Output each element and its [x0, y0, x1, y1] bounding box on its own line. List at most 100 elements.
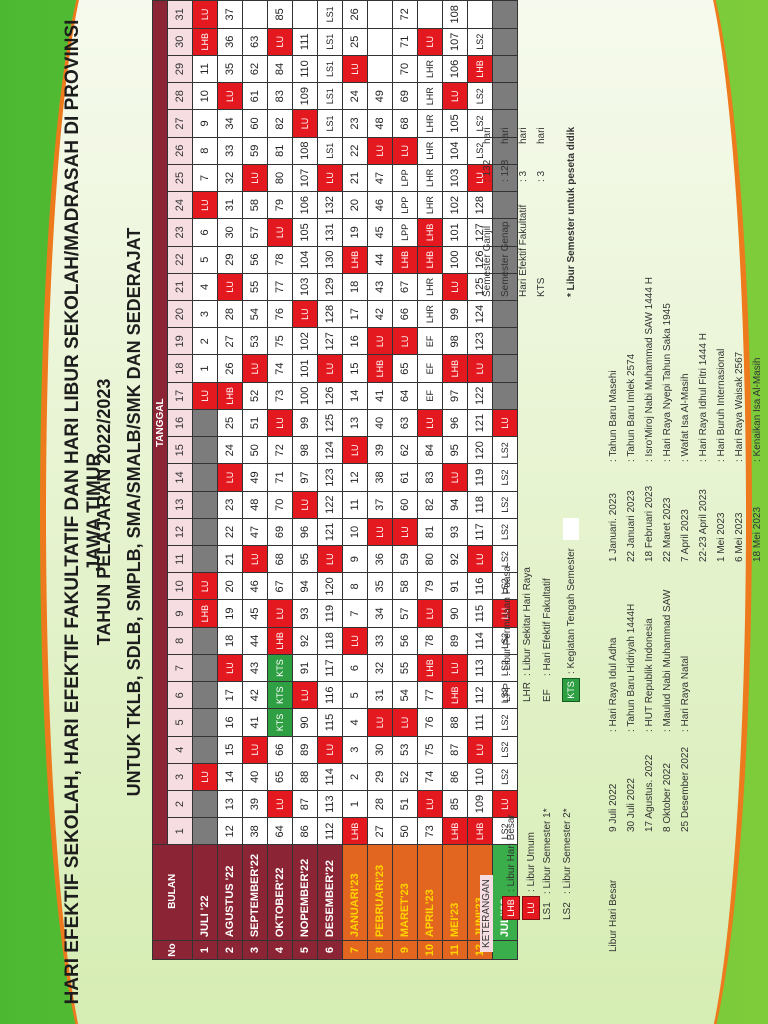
day-cell: LHR [417, 273, 443, 301]
legend-desc: : Libur Sekitar Hari Raya [522, 567, 533, 676]
day-cell: 81 [417, 518, 443, 546]
day-cell: 121 [317, 518, 343, 546]
holiday-date: 7 April 2023 [680, 509, 691, 562]
day-cell: 34 [217, 109, 243, 138]
day-header: 13 [167, 491, 193, 519]
holiday-date: 6 Mei 2023 [734, 512, 745, 562]
day-cell: 26 [342, 0, 368, 29]
day-cell: LHB [342, 817, 368, 845]
day-header: 28 [167, 82, 193, 110]
day-cell: LHR [417, 109, 443, 138]
day-cell: LU [242, 545, 268, 573]
legend-code: LHB [502, 896, 520, 920]
holiday-name: : Maulud Nabi Muhammad SAW [662, 589, 673, 732]
day-cell: 45 [242, 600, 268, 628]
day-cell: 35 [217, 55, 243, 83]
row-number: 5 [292, 940, 318, 960]
day-cell: 13 [217, 790, 243, 818]
holiday-entry: 18 Mei 2023 : Kenaikan Isa Al-Masih [752, 358, 763, 563]
day-cell: LU [392, 327, 418, 355]
holiday-entry: 22 Maret 2023: Hari Raya Nyepi Tahun Sak… [662, 303, 673, 562]
day-cell: 82 [417, 491, 443, 519]
month-name: NOPEMBER'22 [292, 844, 318, 941]
day-cell: LHR [417, 191, 443, 219]
day-header: 31 [167, 0, 193, 29]
day-cell [367, 0, 393, 29]
day-cell: KTS [267, 708, 293, 737]
day-header: 29 [167, 55, 193, 83]
day-cell [192, 790, 218, 818]
day-cell: 32 [217, 164, 243, 192]
table-row: 4 OKTOBER'22 64 LU 65 66 KTS KTS KTS LHB LU 67 68 69 7… [267, 0, 293, 960]
day-cell: 17 [342, 300, 368, 328]
day-cell: 90 [292, 708, 318, 737]
row-number: 1 [192, 940, 218, 960]
month-name: APRIL'23 [417, 844, 443, 941]
day-cell: LU [267, 409, 293, 437]
header-no: No [152, 940, 193, 960]
day-cell: 69 [267, 518, 293, 546]
day-cell: LHR [417, 137, 443, 165]
legend-blank-swatch [563, 517, 579, 540]
day-header: 15 [167, 436, 193, 464]
day-cell: 25 [217, 409, 243, 437]
day-cell: 52 [242, 382, 268, 410]
day-cell: 35 [367, 572, 393, 600]
legend-item: LU: Libur Umum [522, 832, 540, 920]
day-cell: LU [242, 354, 268, 383]
day-cell: LHB [192, 28, 218, 56]
day-cell: 24 [217, 436, 243, 464]
holiday-name: : Tahun Baru Hidriyah 1444H [626, 603, 637, 732]
day-cell: 93 [292, 600, 318, 628]
day-header: 24 [167, 191, 193, 219]
day-cell: LU [317, 736, 343, 764]
holiday-label: Libur Hari Besar [608, 879, 619, 952]
day-cell: 60 [242, 109, 268, 138]
title-line-2: TAHUN PELAJARAN 2022/2023 [94, 378, 114, 646]
table-row: 9 MARET'23 50 51 52 53 LU 54 55 56 57 58 59 LU 60 61 62 6… [392, 0, 418, 960]
day-header: 20 [167, 300, 193, 328]
day-cell: LPP [392, 218, 418, 247]
holiday-name: : Tahun Baru Imlek 2574 [626, 353, 637, 462]
day-cell: 56 [392, 627, 418, 655]
day-cell: LU [367, 327, 393, 355]
day-cell: 72 [267, 436, 293, 464]
day-cell: 5 [342, 681, 368, 709]
row-number: 11 [442, 940, 468, 960]
day-cell: 43 [367, 273, 393, 301]
day-cell: EF [417, 327, 443, 355]
day-cell: 47 [242, 518, 268, 546]
day-header: 2 [167, 790, 193, 818]
day-cell: 127 [317, 327, 343, 355]
day-cell: LS1 [317, 109, 343, 138]
day-cell: LHB [342, 246, 368, 274]
day-header: 4 [167, 736, 193, 764]
month-name: OKTOBER'22 [267, 844, 293, 941]
day-cell: LS1 [317, 28, 343, 56]
day-cell [367, 28, 393, 56]
holiday-name: : Kenaikan Isa Al-Masih [752, 357, 763, 463]
day-cell: 47 [367, 164, 393, 192]
day-cell: 63 [242, 28, 268, 56]
day-cell: LU [242, 736, 268, 764]
day-cell: 112 [317, 817, 343, 845]
day-cell: LPP [392, 164, 418, 192]
calendar-table: No BULAN TANGGAL 1 2 3 4 5 6 7 8 9 10 11 12 13 14 15 16… [152, 0, 518, 960]
day-cell: 15 [217, 736, 243, 764]
day-header: 21 [167, 273, 193, 301]
holiday-date: 18 Mei 2023 [752, 506, 763, 562]
month-name: JULI '22 [192, 844, 218, 941]
day-cell [192, 817, 218, 845]
day-cell: 40 [242, 763, 268, 791]
day-cell: LU [392, 708, 418, 737]
legend-item: LPP: Libur Permulaan Puasa [502, 566, 513, 702]
day-cell: 23 [217, 491, 243, 519]
day-cell [192, 654, 218, 682]
day-cell [192, 627, 218, 655]
day-cell: LHB [442, 681, 468, 709]
day-cell: 52 [392, 763, 418, 791]
day-cell: 29 [367, 763, 393, 791]
day-cell [192, 518, 218, 546]
table-row: 6 DESEMBER'22 112 113 114 LU 115 116 117 118 119 12… [317, 0, 343, 960]
day-cell: 7 [192, 164, 218, 192]
